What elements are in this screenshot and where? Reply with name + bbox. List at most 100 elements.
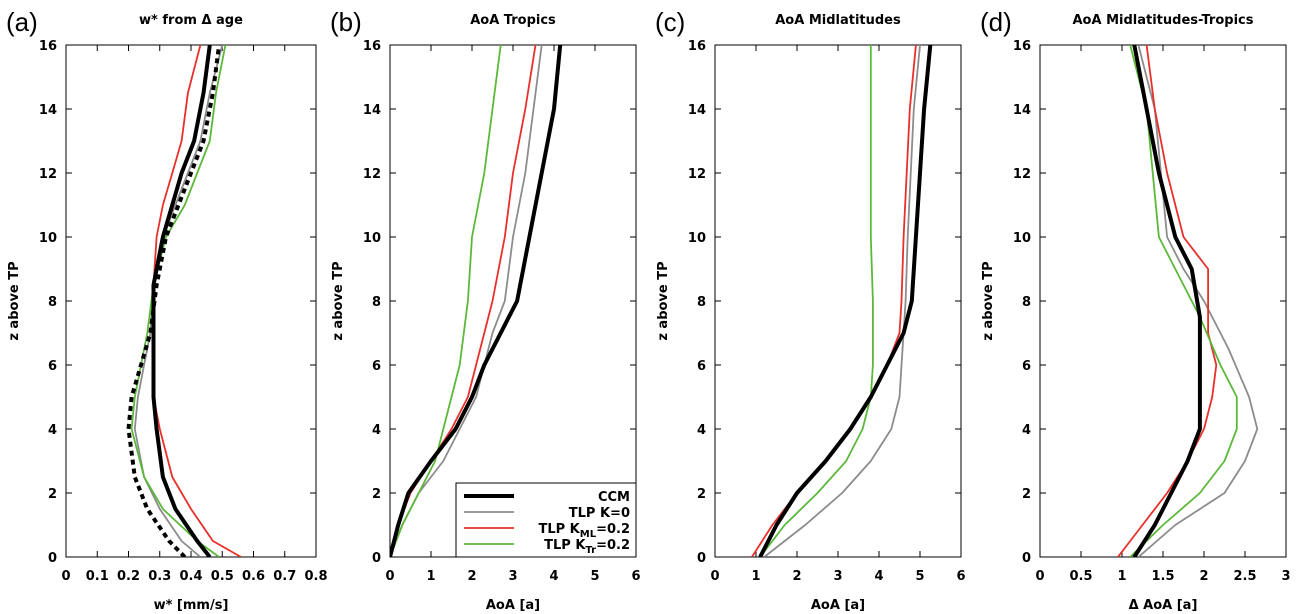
y-tick-label: 16 <box>363 39 381 54</box>
plot-frame <box>1039 44 1287 558</box>
series-line-ccm <box>151 45 212 557</box>
y-tick-label: 12 <box>688 167 706 182</box>
y-tick-label: 10 <box>39 231 57 246</box>
y-tick-label: 8 <box>372 295 381 310</box>
y-tick-label: 4 <box>697 423 706 438</box>
series-line-ktr <box>130 45 227 557</box>
panel-title: AoA Midlatitudes-Tropics <box>1073 13 1254 28</box>
legend-label-main: TLP K <box>544 538 586 553</box>
series-line-kml <box>1117 45 1218 557</box>
x-tick-label: 2 <box>467 569 476 584</box>
series-line-ccm <box>390 45 563 557</box>
y-tick-label: 12 <box>39 167 57 182</box>
x-axis-label: w* [mm/s] <box>154 598 229 613</box>
panel-title: AoA Tropics <box>470 13 556 28</box>
x-tick-label: 3 <box>508 569 517 584</box>
x-tick-label: 0.5 <box>211 569 234 584</box>
x-axis-label: AoA [a] <box>486 598 540 613</box>
y-tick-label: 8 <box>1022 295 1031 310</box>
y-tick-label: 6 <box>48 359 57 374</box>
y-tick-label: 12 <box>1013 167 1031 182</box>
legend-label-suffix: =0.2 <box>596 522 630 537</box>
x-tick-label: 5 <box>590 569 599 584</box>
x-tick-label: 6 <box>956 569 965 584</box>
y-tick-label: 6 <box>1022 359 1031 374</box>
series-line-ccm <box>1132 45 1202 557</box>
x-tick-label: 6 <box>631 569 640 584</box>
panel-letter: (a) <box>6 7 38 37</box>
y-tick-label: 4 <box>48 423 57 438</box>
legend-label-ktr: TLP KTr=0.2 <box>544 538 630 556</box>
x-tick-label: 0.8 <box>304 569 327 584</box>
y-tick-label: 14 <box>363 103 381 118</box>
y-tick-label: 14 <box>39 103 57 118</box>
legend-label-k0: TLP K=0 <box>569 506 630 521</box>
y-tick-label: 10 <box>688 231 706 246</box>
y-tick-label: 6 <box>372 359 381 374</box>
x-tick-label: 2 <box>1199 569 1208 584</box>
legend-label-kml: TLP KML=0.2 <box>538 522 630 540</box>
y-tick-label: 16 <box>688 39 706 54</box>
x-tick-label: 0.1 <box>86 569 109 584</box>
panel-letter: (b) <box>330 7 362 37</box>
plot-frame <box>389 44 637 558</box>
y-tick-label: 14 <box>688 103 706 118</box>
x-tick-label: 3 <box>833 569 842 584</box>
y-tick-label: 12 <box>363 167 381 182</box>
x-tick-label: 5 <box>915 569 924 584</box>
y-tick-label: 2 <box>1022 487 1031 502</box>
series-line-ktr <box>1129 45 1238 557</box>
panel-0: (a) w* from Δ age 0 0.1 0.2 0.3 0.4 0.5 0.6 0.7 0.… <box>6 7 328 613</box>
x-tick-label: 0.7 <box>273 569 296 584</box>
x-tick-label: 2 <box>792 569 801 584</box>
series-line-k0 <box>133 45 224 557</box>
series-line-kml <box>751 45 917 557</box>
legend-label-main: CCM <box>598 490 630 505</box>
x-tick-label: 1.5 <box>1151 569 1174 584</box>
legend-label-subscript: Tr <box>585 545 596 556</box>
x-tick-label: 0.6 <box>242 569 265 584</box>
legend-label-subscript: ML <box>580 529 597 540</box>
series-line-kml <box>390 45 537 557</box>
y-tick-label: 2 <box>48 487 57 502</box>
panel-title: AoA Midlatitudes <box>775 13 901 28</box>
y-tick-label: 10 <box>1013 231 1031 246</box>
x-tick-label: 4 <box>874 569 883 584</box>
x-tick-label: 0 <box>385 569 394 584</box>
x-tick-label: 1 <box>751 569 760 584</box>
x-tick-label: 1 <box>426 569 435 584</box>
x-tick-label: 3 <box>1281 569 1290 584</box>
x-tick-label: 1 <box>1117 569 1126 584</box>
series-line-k0 <box>763 45 921 557</box>
y-tick-label: 8 <box>697 295 706 310</box>
legend-label-main: TLP K=0 <box>569 506 630 521</box>
legend-label-suffix: =0.2 <box>596 538 630 553</box>
x-tick-label: 0 <box>1035 569 1044 584</box>
legend-label-main: TLP K <box>538 522 580 537</box>
x-axis-label: AoA [a] <box>811 598 865 613</box>
y-tick-label: 0 <box>697 551 706 566</box>
y-axis-label: z above TP <box>656 261 671 340</box>
series-line-k0 <box>1137 45 1259 557</box>
panel-3: (d) AoA Midlatitudes-Tropics 0 0.5 1 1.5 2 2.5 3… <box>980 7 1291 613</box>
y-tick-label: 16 <box>39 39 57 54</box>
y-tick-label: 10 <box>363 231 381 246</box>
y-tick-label: 0 <box>48 551 57 566</box>
y-tick-label: 0 <box>372 551 381 566</box>
y-tick-label: 6 <box>697 359 706 374</box>
y-tick-label: 16 <box>1013 39 1031 54</box>
x-tick-label: 0.3 <box>148 569 171 584</box>
y-tick-label: 0 <box>1022 551 1031 566</box>
x-tick-label: 4 <box>549 569 558 584</box>
series-line-ktr <box>390 45 502 557</box>
series-line-ccm <box>758 45 933 557</box>
x-tick-label: 0.4 <box>179 569 202 584</box>
x-tick-label: 0 <box>710 569 719 584</box>
x-tick-label: 0 <box>61 569 70 584</box>
y-axis-label: z above TP <box>981 261 996 340</box>
y-tick-label: 8 <box>48 295 57 310</box>
